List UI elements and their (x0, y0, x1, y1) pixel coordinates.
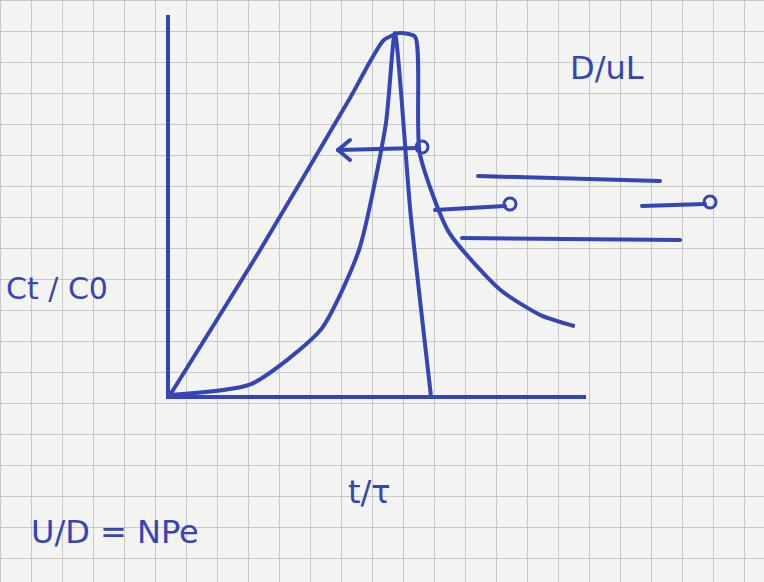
svg-text:D/uL: D/uL (570, 49, 644, 87)
svg-text:U/D = NPe: U/D = NPe (31, 513, 199, 551)
svg-text:Ct / C0: Ct / C0 (6, 271, 108, 306)
svg-text:t/τ: t/τ (348, 473, 391, 511)
